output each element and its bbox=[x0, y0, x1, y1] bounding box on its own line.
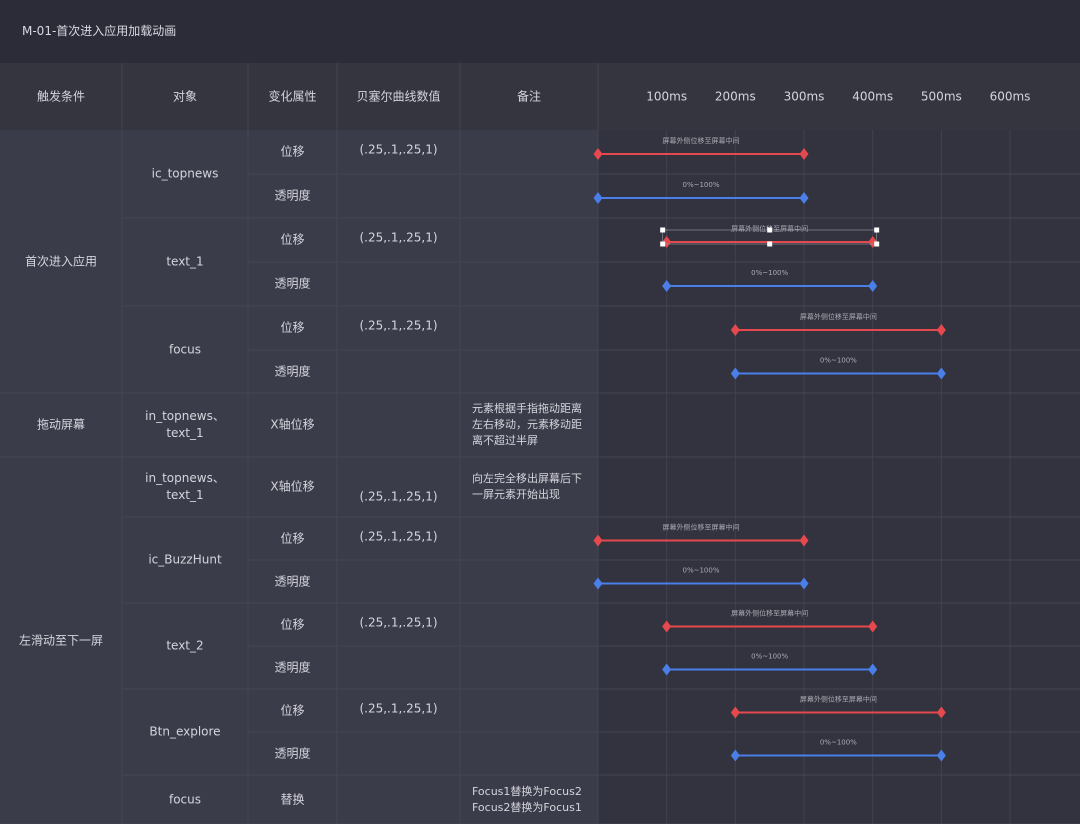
timeline-tick-label: 300ms bbox=[783, 89, 825, 104]
property-name: X轴位移 bbox=[270, 417, 315, 432]
bar-label: 屏幕外侧位移至屏幕中间 bbox=[663, 136, 740, 145]
selection-handle bbox=[660, 227, 666, 233]
bar-label: 屏幕外侧位移至屏幕中间 bbox=[731, 609, 808, 618]
bar-endpoint bbox=[799, 192, 809, 204]
selection-handle bbox=[660, 241, 666, 247]
column-header-label: 变化属性 bbox=[268, 89, 317, 104]
object-name: in_topnews、text_1 bbox=[145, 409, 225, 440]
bar-endpoint bbox=[799, 148, 809, 160]
bar-label: 0%~100% bbox=[683, 181, 720, 189]
column-header-label: 对象 bbox=[172, 89, 198, 104]
column-header-label: 触发条件 bbox=[36, 89, 86, 104]
bar-endpoint bbox=[936, 706, 946, 719]
object-name: text_2 bbox=[166, 638, 204, 653]
bar-label: 0%~100% bbox=[751, 269, 788, 277]
bezier-value: (.25,.1,.25,1) bbox=[359, 142, 438, 157]
property-name: 位移 bbox=[280, 232, 305, 247]
bar-endpoint bbox=[799, 534, 809, 547]
bar-endpoint bbox=[868, 280, 878, 292]
bar-endpoint bbox=[593, 192, 603, 204]
object-name: in_topnews、text_1 bbox=[145, 471, 225, 502]
selection-handle bbox=[767, 227, 773, 233]
timeline-tick-label: 100ms bbox=[646, 89, 688, 104]
bar-endpoint bbox=[730, 706, 740, 719]
property-name: 替换 bbox=[280, 792, 305, 806]
bezier-value: (.25,.1,.25,1) bbox=[359, 489, 438, 504]
bar-endpoint bbox=[868, 663, 878, 676]
bar-endpoint bbox=[593, 148, 603, 160]
timeline-tick-label: 200ms bbox=[714, 89, 756, 104]
bezier-value: (.25,.1,.25,1) bbox=[359, 529, 438, 543]
trigger-name: 首次进入应用 bbox=[24, 254, 98, 268]
bar-label: 屏幕外侧位移至屏幕中间 bbox=[800, 312, 877, 321]
property-name: 透明度 bbox=[274, 188, 311, 203]
bar-endpoint bbox=[799, 577, 809, 590]
column-header-label: 备注 bbox=[516, 89, 542, 104]
bar-endpoint bbox=[936, 324, 946, 336]
timeline-tick-label: 400ms bbox=[852, 89, 894, 104]
bar-label: 屏幕外侧位移至屏幕中间 bbox=[663, 523, 740, 532]
bezier-value: (.25,.1,.25,1) bbox=[359, 230, 438, 245]
bar-label: 0%~100% bbox=[751, 653, 788, 661]
trigger-name: 拖动屏幕 bbox=[36, 417, 86, 432]
object-name: ic_topnews bbox=[151, 166, 219, 181]
bar-endpoint bbox=[936, 367, 946, 380]
property-name: 透明度 bbox=[274, 574, 311, 588]
property-name: X轴位移 bbox=[270, 479, 315, 494]
bar-label: 0%~100% bbox=[820, 357, 857, 365]
bar-endpoint bbox=[730, 749, 740, 762]
column-header-label: 贝塞尔曲线数值 bbox=[356, 89, 441, 104]
bar-label: 0%~100% bbox=[820, 739, 857, 747]
bar-label: 0%~100% bbox=[683, 567, 720, 575]
bar-endpoint bbox=[730, 367, 740, 380]
property-name: 位移 bbox=[280, 617, 305, 631]
bar-label: 屏幕外侧位移至屏幕中间 bbox=[800, 695, 877, 704]
timeline-tick-label: 600ms bbox=[989, 89, 1031, 104]
property-name: 位移 bbox=[280, 703, 305, 717]
property-name: 位移 bbox=[280, 320, 305, 335]
trigger-name: 左滑动至下一屏 bbox=[18, 633, 104, 647]
property-name: 透明度 bbox=[274, 276, 311, 291]
bar-endpoint bbox=[593, 577, 603, 590]
object-name: text_1 bbox=[166, 254, 204, 269]
column-header bbox=[0, 63, 1080, 130]
bar-endpoint bbox=[662, 280, 672, 292]
bar-endpoint bbox=[936, 749, 946, 762]
property-name: 透明度 bbox=[274, 364, 311, 378]
property-name: 位移 bbox=[280, 531, 305, 545]
timeline-area bbox=[598, 130, 1080, 824]
selection-handle bbox=[874, 241, 880, 247]
object-name: focus bbox=[168, 792, 202, 806]
bar-endpoint bbox=[868, 620, 878, 633]
bar-endpoint bbox=[730, 324, 740, 336]
bezier-value: (.25,.1,.25,1) bbox=[359, 615, 438, 629]
note: Focus1替换为Focus2 Focus2替换为Focus1 bbox=[472, 784, 582, 814]
bar-endpoint bbox=[593, 534, 603, 547]
selection-handle bbox=[874, 227, 880, 233]
note: 元素根据手指拖动距离左右移动，元素移动距离不超过半屏 bbox=[472, 402, 582, 447]
bar-endpoint bbox=[662, 663, 672, 676]
property-name: 透明度 bbox=[274, 660, 311, 674]
note: 向左完全移出屏幕后下一屏元素开始出现 bbox=[472, 472, 582, 501]
bar-endpoint bbox=[662, 620, 672, 633]
property-name: 位移 bbox=[280, 144, 305, 159]
object-name: focus bbox=[168, 342, 202, 356]
object-name: ic_BuzzHunt bbox=[148, 552, 222, 567]
object-name: Btn_explore bbox=[149, 724, 221, 739]
title-bar bbox=[0, 0, 1080, 63]
page-title: M-01-首次进入应用加载动画 bbox=[22, 24, 177, 38]
selection-handle bbox=[767, 241, 773, 247]
bezier-value: (.25,.1,.25,1) bbox=[359, 318, 438, 333]
property-name: 透明度 bbox=[274, 746, 311, 760]
timeline-tick-label: 500ms bbox=[920, 89, 962, 104]
bezier-value: (.25,.1,.25,1) bbox=[359, 701, 438, 715]
